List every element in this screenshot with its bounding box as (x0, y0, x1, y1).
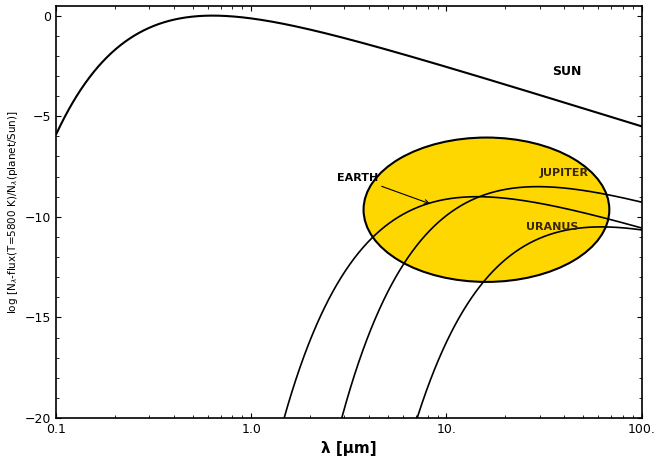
Text: SUN: SUN (553, 66, 582, 79)
Text: URANUS: URANUS (526, 222, 579, 232)
X-axis label: λ [μm]: λ [μm] (321, 442, 377, 456)
Y-axis label: log [N$_{\lambda}$-flux(T=5800 K)/N$_{\lambda}$(planet/Sun)]: log [N$_{\lambda}$-flux(T=5800 K)/N$_{\l… (5, 110, 20, 314)
Ellipse shape (364, 138, 609, 282)
Text: EARTH: EARTH (337, 173, 429, 204)
Text: JUPITER: JUPITER (539, 168, 588, 177)
